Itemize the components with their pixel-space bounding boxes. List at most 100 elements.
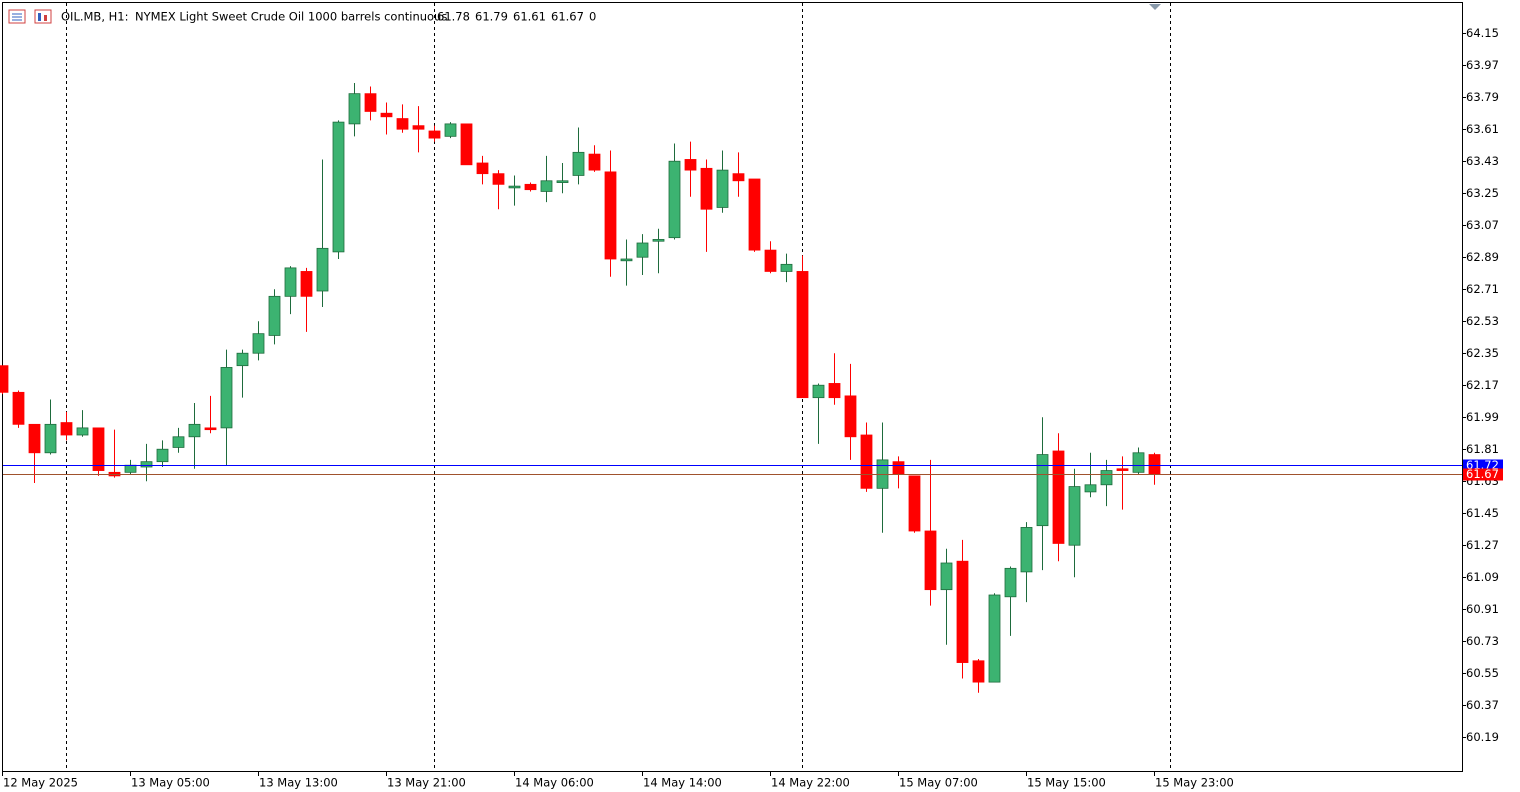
y-tick-label: 62.53 [1466, 314, 1499, 328]
candle-body [236, 352, 249, 367]
y-tick-label: 61.09 [1466, 570, 1499, 584]
candle [780, 253, 793, 283]
candle [92, 427, 105, 476]
icon-chart [34, 9, 52, 24]
candle-body [76, 427, 89, 436]
candle-body [540, 180, 553, 192]
candle [876, 422, 889, 533]
candle-body [348, 93, 361, 125]
description: NYMEX Light Sweet Crude Oil 1000 barrels… [135, 10, 447, 24]
x-tick-label: 13 May 21:00 [387, 776, 466, 790]
y-tick-label: 62.89 [1466, 250, 1499, 264]
candle [204, 395, 217, 434]
candle [1100, 459, 1113, 507]
candle [988, 593, 1001, 683]
candle [636, 234, 649, 275]
candle [956, 539, 969, 679]
candle [140, 443, 153, 482]
candle [732, 152, 745, 197]
candle [268, 289, 281, 345]
last-high: 61.79 [475, 10, 508, 24]
candle [700, 159, 713, 252]
candle-body [284, 267, 297, 297]
candle-body [1068, 486, 1081, 546]
candle-body [524, 183, 537, 191]
candle [1068, 468, 1081, 578]
x-tick-label: 14 May 22:00 [771, 776, 850, 790]
candle-body [732, 173, 745, 182]
candle-body [588, 153, 601, 171]
candle [252, 321, 265, 361]
candle [540, 155, 553, 203]
candle-body [716, 169, 729, 208]
candle [380, 102, 393, 135]
x-tick-label: 15 May 15:00 [1027, 776, 1106, 790]
candle-body [940, 562, 953, 591]
candle-body [444, 123, 457, 137]
x-tick-label: 14 May 06:00 [515, 776, 594, 790]
candle [60, 411, 73, 441]
candle [1052, 433, 1065, 562]
candle [76, 410, 89, 437]
candle-body [1004, 567, 1017, 598]
icon-bar [44, 15, 47, 21]
candle [972, 659, 985, 693]
candle-body [396, 118, 409, 130]
icon-bar [38, 13, 41, 21]
candle-body [1052, 450, 1065, 544]
y-tick-label: 61.45 [1466, 506, 1499, 520]
candle-body [12, 391, 25, 425]
candle-body [188, 423, 201, 438]
candle [428, 125, 441, 142]
candle [1004, 566, 1017, 636]
candle-body [300, 271, 313, 297]
candle-body [764, 249, 777, 272]
symbol: OIL.MB, H1: [61, 10, 128, 24]
y-tick-label: 60.73 [1466, 634, 1499, 648]
candle-body [812, 384, 825, 399]
candle-body [332, 121, 345, 253]
candle [716, 150, 729, 213]
candle-body [492, 173, 505, 185]
y-tick-label: 62.17 [1466, 378, 1499, 392]
y-tick-label: 60.37 [1466, 698, 1499, 712]
candle-body [988, 594, 1001, 683]
candle [1020, 522, 1033, 603]
candle [908, 475, 921, 533]
candle-body [28, 423, 41, 454]
candle [1148, 452, 1161, 485]
candle [108, 429, 121, 478]
candle-body [844, 395, 857, 438]
candle-body [860, 434, 873, 489]
candle-body [924, 530, 937, 591]
candle [444, 122, 457, 139]
candle [812, 383, 825, 444]
candle [460, 123, 473, 166]
candle-body [156, 448, 169, 463]
candle [124, 459, 137, 475]
candle [844, 363, 857, 460]
candle [44, 399, 57, 455]
candle [860, 422, 873, 492]
candle [28, 423, 41, 483]
candle-body [972, 660, 985, 683]
candle-body [620, 258, 633, 262]
candle [348, 83, 361, 137]
last-close: 61.67 [551, 10, 584, 24]
candle [188, 403, 201, 469]
candle [396, 104, 409, 133]
x-tick-label: 15 May 23:00 [1155, 776, 1234, 790]
candle [828, 353, 841, 405]
candle-body [892, 461, 905, 475]
toolbar-icons [8, 9, 52, 24]
candle [220, 349, 233, 466]
y-tick-label: 63.43 [1466, 154, 1499, 168]
y-tick-label: 62.71 [1466, 282, 1499, 296]
candle-body [796, 271, 809, 399]
candle-body [44, 423, 57, 454]
candle [236, 349, 249, 398]
candle-body [652, 239, 665, 242]
last-low: 61.61 [513, 10, 546, 24]
candle-body [1084, 484, 1097, 493]
